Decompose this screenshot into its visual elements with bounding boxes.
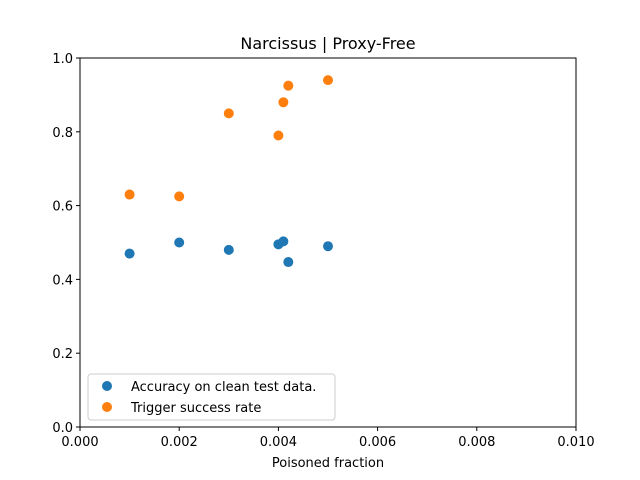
y-tick-label: 1.0 (52, 52, 73, 67)
x-tick-label: 0.000 (61, 435, 98, 450)
legend-marker-accuracy (102, 381, 112, 391)
legend-label-accuracy: Accuracy on clean test data. (131, 380, 316, 395)
plot-frame (79, 57, 577, 428)
x-tick-label: 0.008 (458, 435, 495, 450)
accuracy-point (223, 244, 234, 255)
accuracy-point (174, 237, 185, 248)
y-tick-label: 0.4 (52, 273, 73, 288)
trigger-success-point (273, 130, 284, 141)
trigger-success-point (174, 191, 185, 202)
trigger-success-point (278, 97, 289, 108)
trigger-success-point (283, 80, 294, 91)
axis-ticks: 0.000 0.002 0.004 0.006 0.008 0.010 0.0 0.2 0.4 0… (52, 52, 594, 450)
x-tick-label: 0.006 (359, 435, 396, 450)
x-tick-label: 0.004 (260, 435, 297, 450)
data-points (124, 75, 333, 268)
x-tick-label: 0.010 (557, 435, 594, 450)
legend-marker-trigger (102, 402, 112, 412)
legend-box (87, 373, 336, 421)
chart-title: Narcissus | Proxy-Free (240, 34, 415, 53)
trigger-success-point (124, 189, 135, 200)
accuracy-point (283, 257, 294, 268)
y-tick-label: 0.8 (52, 126, 73, 141)
x-axis-label: Poisoned fraction (272, 456, 384, 471)
legend: Accuracy on clean test data. Trigger suc… (87, 373, 336, 421)
accuracy-point (323, 241, 333, 252)
x-tick-label: 0.002 (161, 435, 198, 450)
trigger-success-point (323, 75, 333, 86)
accuracy-point (124, 248, 135, 259)
accuracy-point (278, 236, 289, 247)
y-tick-label: 0.0 (52, 421, 73, 436)
trigger-success-point (223, 108, 234, 119)
y-tick-label: 0.6 (52, 200, 73, 215)
y-tick-label: 0.2 (52, 347, 73, 362)
legend-label-trigger: Trigger success rate (130, 401, 261, 416)
